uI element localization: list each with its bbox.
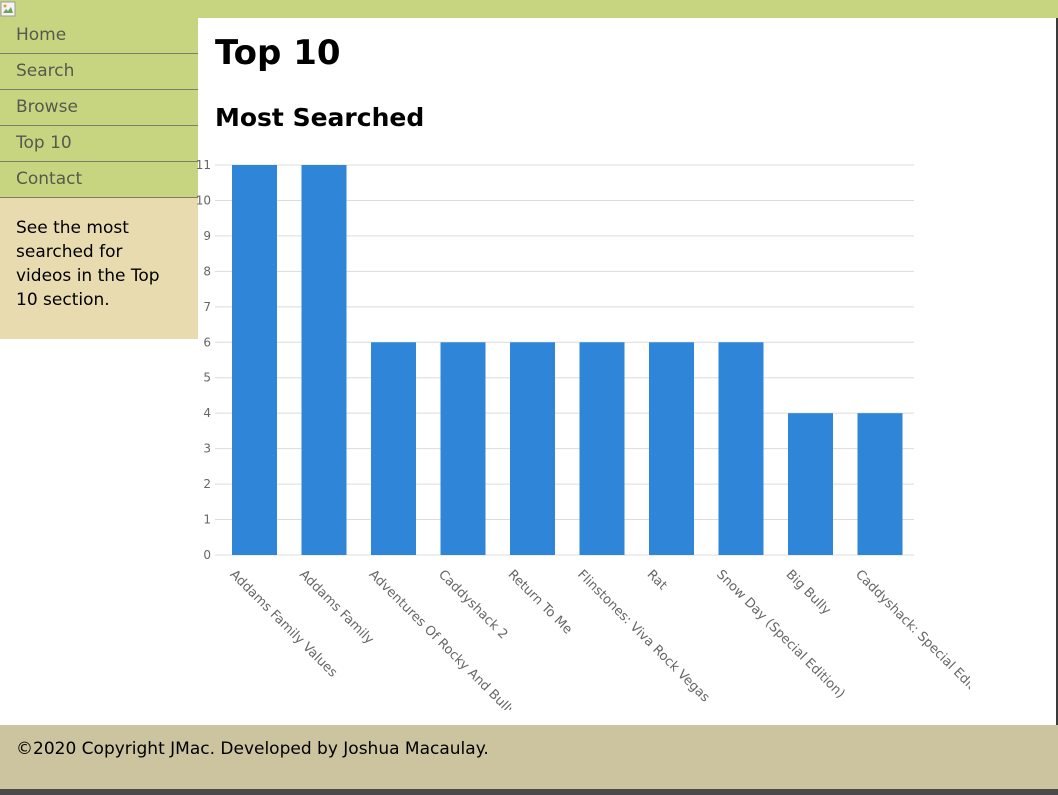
y-tick-label: 2 xyxy=(203,477,211,491)
nav-item-search[interactable]: Search xyxy=(0,54,198,90)
x-tick-label: Rat xyxy=(644,567,670,593)
page-title: Top 10 xyxy=(215,33,341,73)
copyright-text: ©2020 Copyright JMac. Developed by Joshu… xyxy=(16,739,489,759)
nav-item-home[interactable]: Home xyxy=(0,18,198,54)
y-tick-label: 4 xyxy=(203,406,211,420)
bar[interactable] xyxy=(440,342,486,555)
sidebar: Home Search Browse Top 10 Contact See th… xyxy=(0,18,198,339)
page-subtitle: Most Searched xyxy=(215,103,425,132)
nav-item-browse[interactable]: Browse xyxy=(0,90,198,126)
y-tick-label: 0 xyxy=(203,548,211,562)
x-tick-label: Flinstones: Viva Rock Vegas xyxy=(574,567,712,705)
bar[interactable] xyxy=(857,413,903,555)
footer: ©2020 Copyright JMac. Developed by Joshu… xyxy=(0,725,1058,789)
bar[interactable] xyxy=(718,342,764,555)
x-tick-label: Addams Family xyxy=(296,567,376,647)
y-tick-label: 3 xyxy=(203,442,211,456)
x-tick-label: Caddyshack 2 xyxy=(435,567,510,642)
y-tick-label: 9 xyxy=(203,229,211,243)
broken-image-icon xyxy=(0,1,16,17)
y-tick-label: 7 xyxy=(203,300,211,314)
bar[interactable] xyxy=(788,413,833,555)
bar[interactable] xyxy=(301,165,347,555)
bar[interactable] xyxy=(510,342,555,555)
x-tick-label: Caddyshack: Special Edition xyxy=(852,567,975,707)
x-tick-label: Return To Me xyxy=(505,567,575,637)
y-tick-label: 11 xyxy=(196,158,211,172)
bar[interactable] xyxy=(649,342,694,555)
window-bottom-edge xyxy=(0,789,1058,795)
y-tick-label: 8 xyxy=(203,264,211,278)
bar[interactable] xyxy=(579,342,625,555)
bar[interactable] xyxy=(371,342,416,555)
y-tick-label: 6 xyxy=(203,335,211,349)
y-tick-label: 1 xyxy=(203,513,211,527)
bar[interactable] xyxy=(232,165,277,555)
x-tick-label: Big Bully xyxy=(783,567,834,618)
top-bar xyxy=(0,0,1058,18)
y-tick-label: 10 xyxy=(196,193,211,207)
window-edge xyxy=(1056,18,1058,725)
x-tick-label: Snow Day (Special Edition) xyxy=(713,567,847,701)
y-tick-label: 5 xyxy=(203,371,211,385)
nav-item-top-10[interactable]: Top 10 xyxy=(0,126,198,162)
nav-item-contact[interactable]: Contact xyxy=(0,162,198,198)
sidebar-note: See the most searched for videos in the … xyxy=(0,198,198,339)
